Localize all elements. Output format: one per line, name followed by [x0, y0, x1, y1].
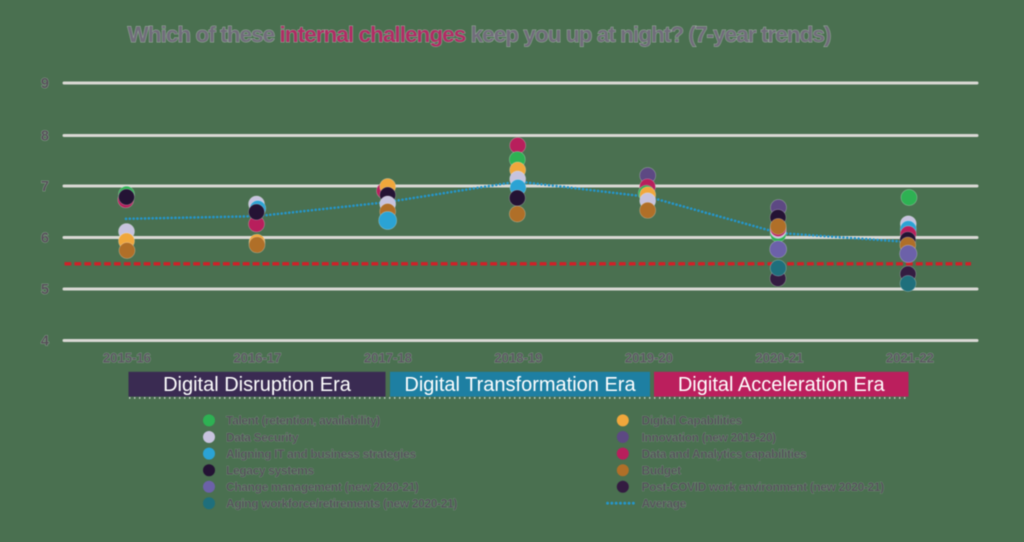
svg-text:Innovation (new 2019-20): Innovation (new 2019-20) [642, 430, 777, 444]
svg-text:Data Security: Data Security [226, 430, 299, 444]
svg-text:Budget: Budget [642, 464, 682, 478]
svg-text:Digital Transformation Era: Digital Transformation Era [404, 374, 636, 396]
svg-text:Post-COVID work environment (n: Post-COVID work environment (new 2020-21… [642, 480, 885, 494]
svg-text:9: 9 [41, 76, 49, 92]
svg-text:Talent (retention, availabilit: Talent (retention, availability) [226, 414, 380, 428]
svg-text:Digital Acceleration Era: Digital Acceleration Era [678, 374, 886, 396]
svg-text:2018-19: 2018-19 [494, 351, 542, 366]
svg-text:Change management (new 2020-21: Change management (new 2020-21) [226, 480, 419, 494]
svg-text:6: 6 [41, 231, 49, 247]
svg-text:7: 7 [41, 179, 49, 195]
svg-text:Digital Disruption Era: Digital Disruption Era [163, 374, 352, 396]
svg-text:Aligning IT and business strat: Aligning IT and business strategies [226, 447, 416, 461]
svg-text:Average: Average [642, 497, 687, 511]
svg-text:4: 4 [41, 334, 49, 350]
svg-text:2019-20: 2019-20 [625, 351, 673, 366]
svg-text:Aging workforce/retirements (n: Aging workforce/retirements (new 2020-21… [226, 497, 457, 511]
svg-text:2015-16: 2015-16 [103, 351, 152, 366]
svg-text:Which of these internal challe: Which of these internal challenges keep … [127, 22, 830, 47]
svg-text:2017-18: 2017-18 [364, 351, 413, 366]
svg-text:5: 5 [41, 282, 49, 298]
svg-text:8: 8 [41, 129, 49, 145]
svg-text:2016-17: 2016-17 [233, 351, 281, 366]
svg-text:Digital Capabilities: Digital Capabilities [642, 414, 743, 428]
svg-text:Legacy systems: Legacy systems [226, 464, 315, 478]
svg-text:2021-22: 2021-22 [886, 351, 934, 366]
svg-text:2020-21: 2020-21 [755, 351, 804, 366]
svg-text:Data and Analytics capabilitie: Data and Analytics capabilities [642, 447, 807, 461]
